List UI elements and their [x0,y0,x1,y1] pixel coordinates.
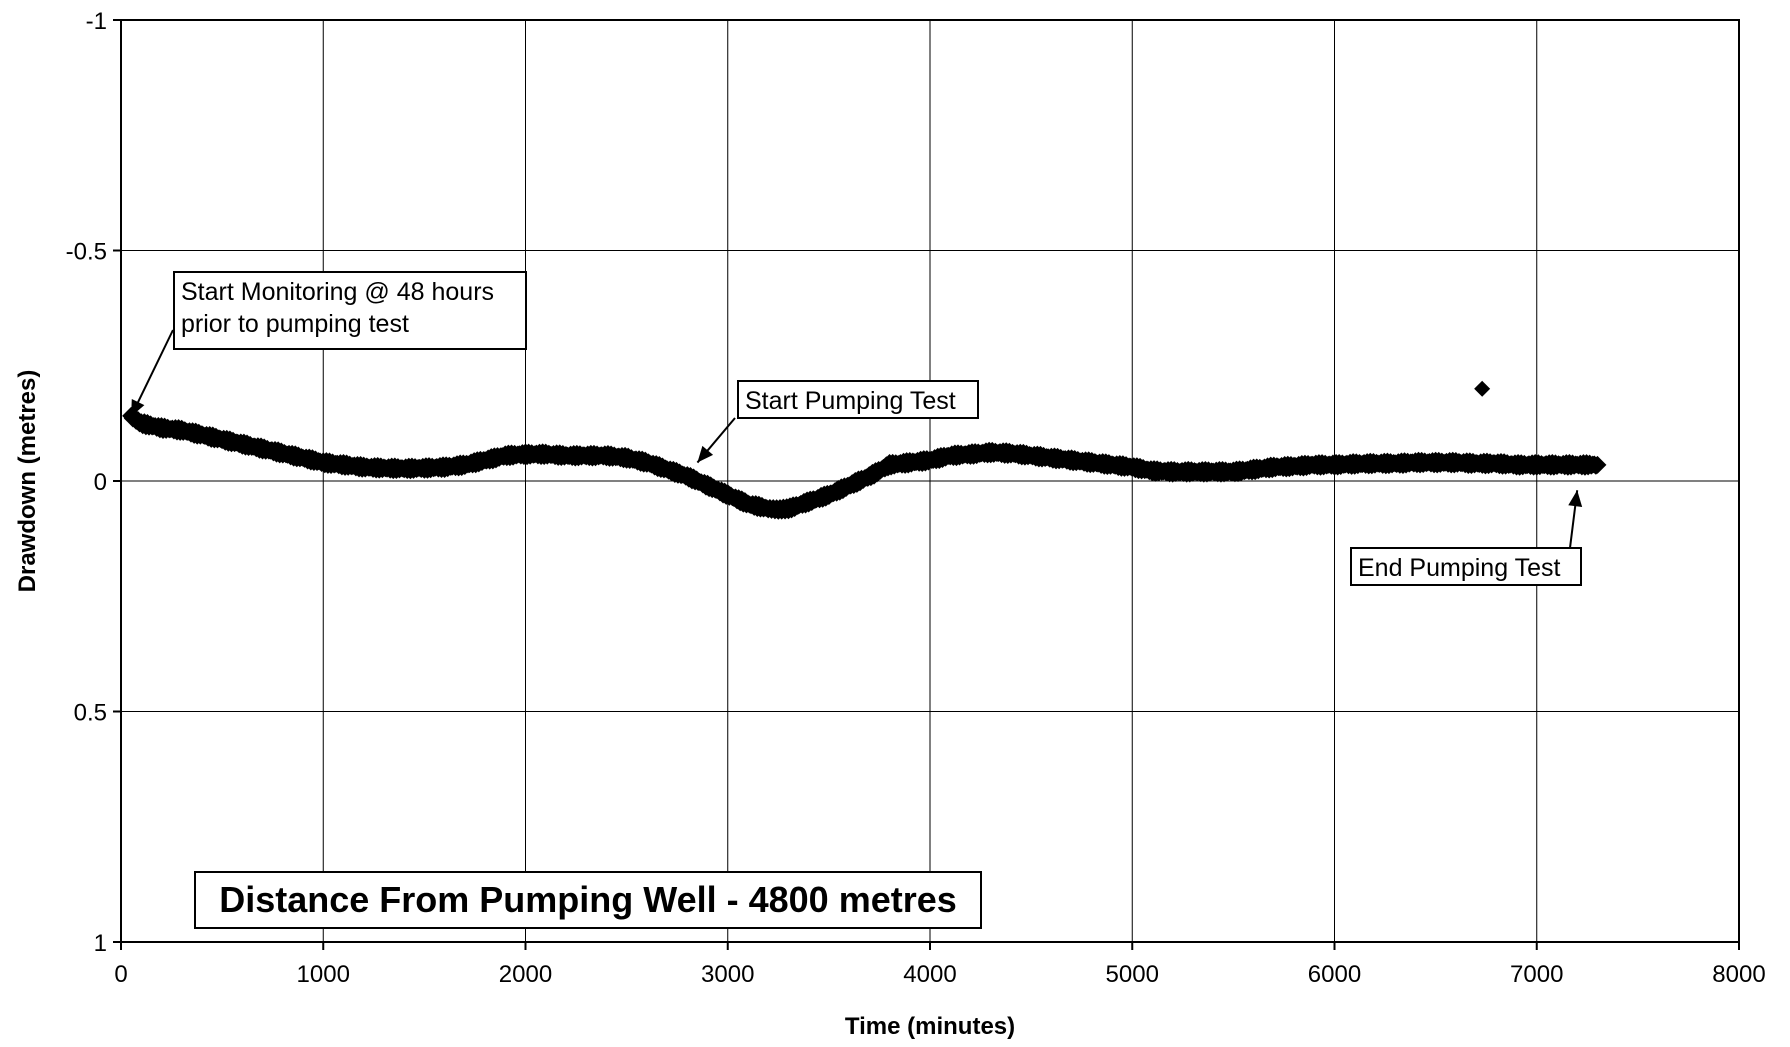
annotation-box [173,271,527,350]
annotation-start-pumping: Start Pumping Test [696,380,979,464]
x-tick-label: 1000 [297,961,350,988]
annotation-text: End Pumping Test [1358,554,1560,582]
annotations: Start Monitoring @ 48 hours prior to pump… [130,271,1583,586]
annotation-text: Start Monitoring @ 48 hours [181,278,494,306]
x-tick-label: 6000 [1308,961,1361,988]
arrow-head [131,399,145,417]
annotation-end-pumping: End Pumping Test [1350,490,1583,586]
annotation-box [737,380,979,419]
x-tick-label: 0 [114,961,127,988]
annotation-start-monitoring: Start Monitoring @ 48 hours prior to pump… [130,271,527,417]
chart-title-box [194,871,982,929]
axis-ticks: 0 1000 2000 3000 4000 5000 6000 7000 8000 -1 -0.5 0… [66,8,1766,988]
y-tick-label: 0.5 [74,700,107,727]
y-tick-label: -0.5 [66,239,107,266]
arrow-head [1568,490,1583,507]
y-axis-title: Drawdown (metres) [14,370,41,593]
x-tick-label: 2000 [499,961,552,988]
x-tick-label: 4000 [903,961,956,988]
series-points [122,380,1607,520]
y-tick-label: 1 [94,930,107,957]
y-tick-label: 0 [94,469,107,496]
annotation-arrow [130,329,174,417]
annotation-text: Start Pumping Test [745,387,956,415]
annotation-box [1350,547,1582,586]
chart-title: Distance From Pumping Well - 4800 metres [219,879,957,920]
data-point [1588,455,1607,474]
x-tick-label: 5000 [1106,961,1159,988]
x-tick-label: 8000 [1712,961,1765,988]
gridlines [121,20,1739,942]
arrow-head [697,445,714,463]
x-tick-label: 7000 [1510,961,1563,988]
y-tick-label: -1 [86,8,107,35]
outlier-point [1474,380,1491,397]
x-axis-title: Time (minutes) [845,1013,1015,1040]
x-tick-label: 3000 [701,961,754,988]
annotation-text: prior to pumping test [181,310,409,338]
